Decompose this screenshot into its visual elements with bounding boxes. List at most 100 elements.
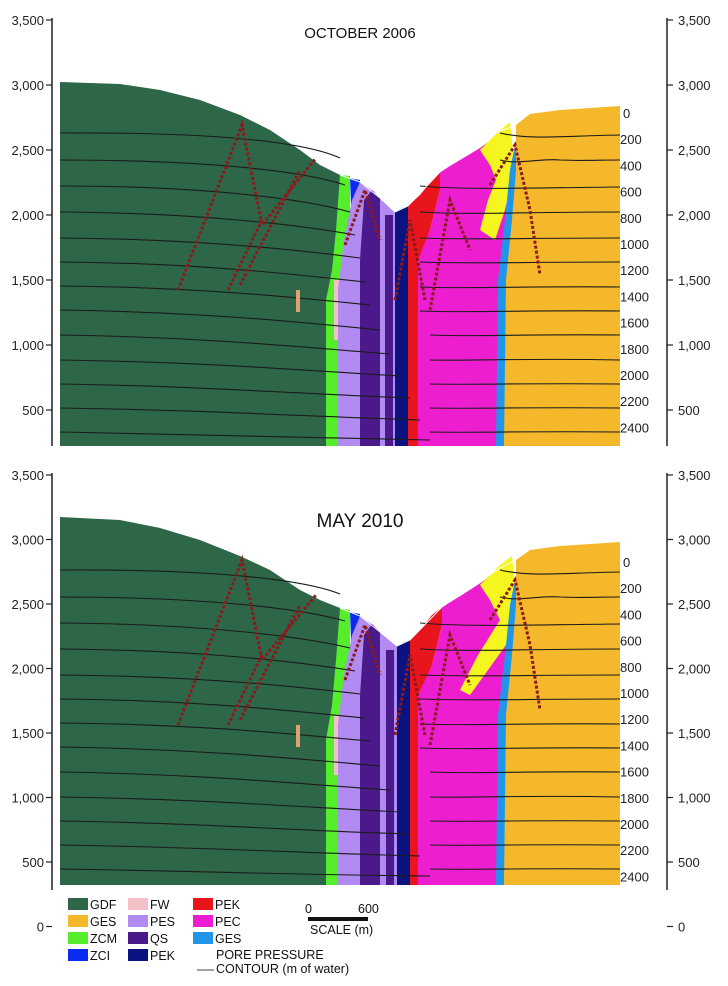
legend-swatch — [193, 932, 213, 944]
fault-lines-top — [176, 119, 542, 311]
legend-label: FW — [150, 898, 170, 912]
elevation-tick-label: 500 — [22, 403, 44, 418]
legend-label: PEK — [215, 898, 241, 912]
elevation-tick-label: 2,000 — [678, 208, 711, 223]
legend-swatch — [128, 949, 148, 961]
cross-section-bottom — [60, 517, 620, 885]
unit-fw — [334, 715, 340, 775]
unit-gdf — [60, 82, 340, 446]
pressure-contour-label: 1000 — [620, 686, 649, 701]
pressure-contour-label: 1200 — [620, 712, 649, 727]
unit-qs — [360, 624, 380, 885]
elevation-tick-label: 3,000 — [678, 533, 711, 548]
pressure-contour-label: 1600 — [620, 765, 649, 780]
elevation-tick-label: 0 — [678, 920, 685, 935]
legend-item: GES — [193, 932, 241, 946]
legend-swatch — [128, 932, 148, 944]
unit-ges — [504, 106, 620, 446]
pressure-contour-label: 1400 — [620, 738, 649, 753]
ground-surface-bottom — [339, 559, 517, 647]
legend-item: QS — [128, 932, 168, 946]
legend-label: GDF — [90, 898, 117, 912]
pressure-labels-bottom: 0 200 400 600 800 1000 1200 1400 1600 1800 2000 220… — [620, 555, 649, 884]
legend-item: ZCM — [68, 932, 117, 946]
elevation-tick-label: 1,500 — [678, 726, 711, 741]
left-axis-ticks-bottom: 3,500 3,000 2,500 2,000 1,500 1,000 500 0 — [11, 468, 52, 935]
pressure-contour-label: 2000 — [620, 817, 649, 832]
panel-bottom: 3,500 3,000 2,500 2,000 1,500 1,000 500 0 3,500… — [11, 468, 710, 935]
unit-gdf — [60, 517, 340, 885]
legend-swatch — [193, 915, 213, 927]
elevation-tick-label: 1,000 — [11, 338, 44, 353]
pressure-contour-label: 1200 — [620, 263, 649, 278]
unit-pek-navy — [397, 640, 410, 885]
legend-swatch — [68, 932, 88, 944]
elevation-tick-label: 1,000 — [678, 338, 711, 353]
elevation-tick-label: 2,000 — [11, 208, 44, 223]
unit-yellow — [460, 556, 516, 695]
legend-label: ZCM — [90, 932, 117, 946]
pressure-contour-label: 1600 — [620, 316, 649, 331]
unit-pec — [418, 128, 508, 446]
elevation-tick-label: 500 — [22, 855, 44, 870]
legend-label: PEK — [150, 949, 176, 963]
pressure-contour-label: 800 — [620, 211, 642, 226]
legend-label: GES — [215, 932, 241, 946]
unit-qs-band — [385, 215, 393, 446]
pressure-contour-label: 400 — [620, 607, 642, 622]
pressure-contour-label: 1000 — [620, 237, 649, 252]
legend-swatch — [68, 915, 88, 927]
legend-swatch — [193, 898, 213, 910]
legend-item: PES — [128, 915, 175, 929]
legend-swatch — [68, 949, 88, 961]
elevation-tick-label: 1,000 — [678, 791, 711, 806]
ground-surface-top — [339, 124, 517, 213]
pore-pressure-label-line2: CONTOUR (m of water) — [216, 962, 349, 976]
legend-item: PEC — [193, 915, 241, 929]
right-axis-ticks-top: 3,500 3,000 2,500 2,000 1,500 1,000 500 — [667, 13, 711, 418]
pressure-contour-label: 0 — [623, 106, 630, 121]
elevation-tick-label: 2,500 — [678, 143, 711, 158]
elevation-tick-label: 500 — [678, 403, 700, 418]
legend-pore-pressure: PORE PRESSURE CONTOUR (m of water) — [197, 948, 349, 976]
legend: GDF GES ZCM ZCI FW PES QS PEK PEK PEC GES — [68, 898, 241, 963]
legend-label: ZCI — [90, 949, 110, 963]
pressure-labels-top: 0 200 400 600 800 1000 1200 1400 1600 1800 2000 220… — [620, 106, 649, 435]
pressure-contour-label: 1800 — [620, 791, 649, 806]
elevation-tick-label: 2,500 — [11, 597, 44, 612]
pressure-contour-label: 800 — [620, 660, 642, 675]
legend-swatch — [68, 898, 88, 910]
scale-caption: SCALE (m) — [310, 923, 373, 937]
unit-pec — [418, 560, 508, 885]
pressure-contour-label: 200 — [620, 581, 642, 596]
elevation-tick-label: 2,000 — [678, 662, 711, 677]
elevation-tick-label: 1,500 — [11, 726, 44, 741]
pressure-contour-label: 2200 — [620, 843, 649, 858]
legend-label: QS — [150, 932, 168, 946]
panel-title-top: OCTOBER 2006 — [304, 25, 415, 42]
elevation-tick-label: 1,500 — [11, 273, 44, 288]
scale-bar: 0 600 SCALE (m) — [305, 902, 379, 937]
pressure-contour-label: 600 — [620, 185, 642, 200]
elevation-tick-label: 3,000 — [11, 533, 44, 548]
elevation-tick-label: 500 — [678, 855, 700, 870]
fault-marker-top — [296, 290, 300, 312]
unit-pek-navy — [395, 206, 408, 446]
pressure-contour-label: 600 — [620, 634, 642, 649]
pore-pressure-contours-bottom — [60, 569, 620, 877]
pressure-contour-label: 2400 — [620, 420, 649, 435]
pressure-contour-label: 1400 — [620, 289, 649, 304]
legend-item: FW — [128, 898, 170, 912]
elevation-tick-label: 1,000 — [11, 791, 44, 806]
legend-label: PES — [150, 915, 175, 929]
panel-title-bottom: MAY 2010 — [317, 511, 404, 532]
pore-pressure-contours-top — [60, 132, 620, 441]
unit-fw — [334, 280, 340, 340]
elevation-tick-label: 3,000 — [678, 78, 711, 93]
elevation-tick-label: 0 — [37, 920, 44, 935]
elevation-tick-label: 2,500 — [11, 143, 44, 158]
legend-item: GDF — [68, 898, 117, 912]
fault-lines-bottom — [176, 554, 542, 746]
